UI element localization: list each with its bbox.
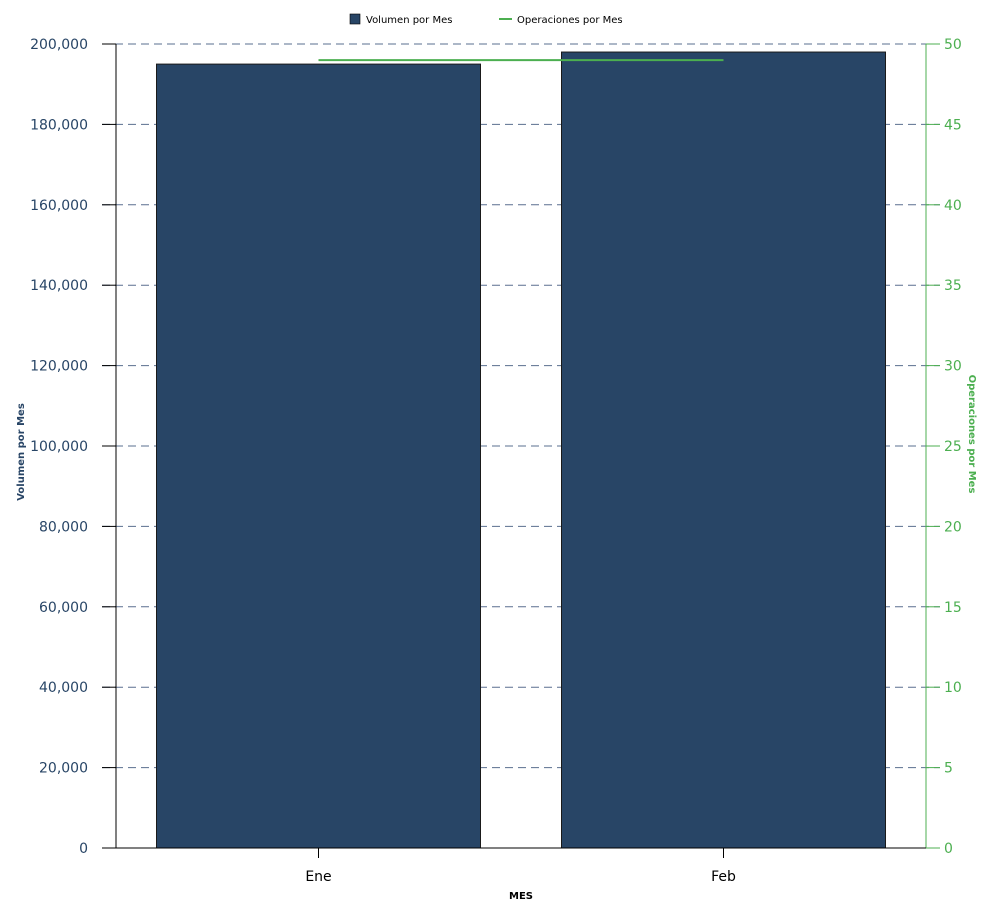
y-tick-label: 180,000 <box>30 117 88 133</box>
bar <box>561 51 886 849</box>
legend: Volumen por Mes Operaciones por Mes <box>349 13 623 26</box>
legend-label-volumen: Volumen por Mes <box>366 15 452 26</box>
y2-tick-label: 20 <box>944 519 962 535</box>
x-axis-title: MES <box>509 891 533 902</box>
y2-axis-title: Operaciones por Mes <box>966 375 977 494</box>
y2-tick-label: 25 <box>944 439 962 455</box>
legend-label-operaciones: Operaciones por Mes <box>517 15 623 26</box>
y-tick-label: 20,000 <box>39 761 88 777</box>
y2-tick-label: 40 <box>944 198 962 214</box>
y2-tick-label: 35 <box>944 278 962 294</box>
y2-tick-label: 45 <box>944 117 962 133</box>
axes: 0 20,000 40,000 60,000 80,000 100,000 120,000 1… <box>30 37 962 885</box>
y-axis-title: Volumen por Mes <box>16 403 27 501</box>
y-tick-label: 60,000 <box>39 600 88 616</box>
y-tick-label: 200,000 <box>30 37 88 53</box>
bar-series <box>156 51 886 849</box>
x-tick-label: Ene <box>305 869 331 885</box>
y2-tick-label: 30 <box>944 359 962 375</box>
bar <box>156 63 481 849</box>
y-tick-label: 80,000 <box>39 519 88 535</box>
legend-swatch-volumen <box>349 13 361 25</box>
y-tick-label: 100,000 <box>30 439 88 455</box>
y2-tick-label: 50 <box>944 37 962 53</box>
y2-tick-label: 5 <box>944 761 953 777</box>
y-tick-label: 120,000 <box>30 359 88 375</box>
y-tick-label: 140,000 <box>30 278 88 294</box>
gridlines <box>102 43 940 769</box>
y2-tick-label: 15 <box>944 600 962 616</box>
y-tick-label: 160,000 <box>30 198 88 214</box>
y-tick-label: 0 <box>79 841 88 857</box>
y2-tick-label: 0 <box>944 841 953 857</box>
y-tick-label: 40,000 <box>39 680 88 696</box>
x-tick-label: Feb <box>711 869 736 885</box>
y2-tick-label: 10 <box>944 680 962 696</box>
